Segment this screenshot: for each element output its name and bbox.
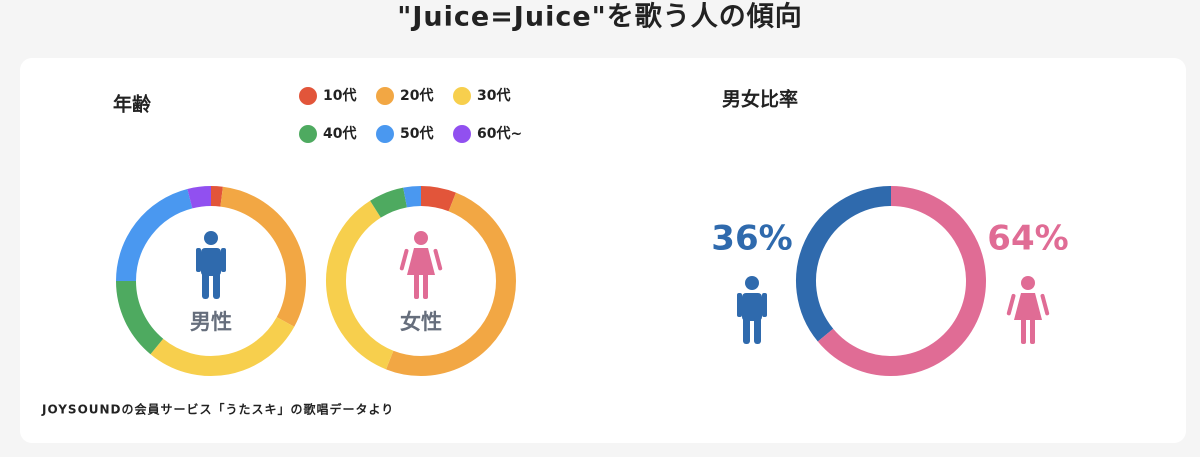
legend-label: 10代 [323,87,356,104]
male-icon [737,276,767,344]
donut-segment [116,188,193,282]
legend-swatch [453,87,471,105]
source-note: JOYSOUNDの会員サービス「うたスキ」の歌唱データより [41,402,394,417]
donut-segment [420,186,456,212]
donut-segment [210,186,223,207]
legend-swatch [453,125,471,143]
donut-segment [817,186,986,376]
female-icon [1006,276,1050,344]
donut-segment [116,280,164,355]
donut-segment [187,186,212,209]
donut-segment [326,200,394,370]
donut-segment [796,186,892,342]
legend-swatch [299,125,317,143]
donut-segment [150,316,295,376]
gender-title: 男女比率 [722,88,798,111]
legend-label: 60代~ [477,125,522,142]
female-icon [399,231,443,299]
series-label: 男性 [190,310,232,334]
value-label: 64% [987,219,1068,259]
donut-segment [220,186,306,327]
card [20,58,1186,443]
donut-segment [386,192,516,376]
donut-segment [403,186,422,208]
value-label: 36% [711,219,792,259]
legend-label: 30代 [477,87,510,104]
age-title: 年齢 [113,93,152,116]
legend-swatch [376,87,394,105]
series-label: 女性 [400,310,442,334]
donut-segment [370,187,408,218]
legend-swatch [376,125,394,143]
legend-label: 50代 [400,125,433,142]
legend-swatch [299,87,317,105]
page-title: "Juice=Juice"を歌う人の傾向 [397,1,802,33]
legend-label: 40代 [323,125,356,142]
legend-label: 20代 [400,87,433,104]
male-icon [196,231,226,299]
